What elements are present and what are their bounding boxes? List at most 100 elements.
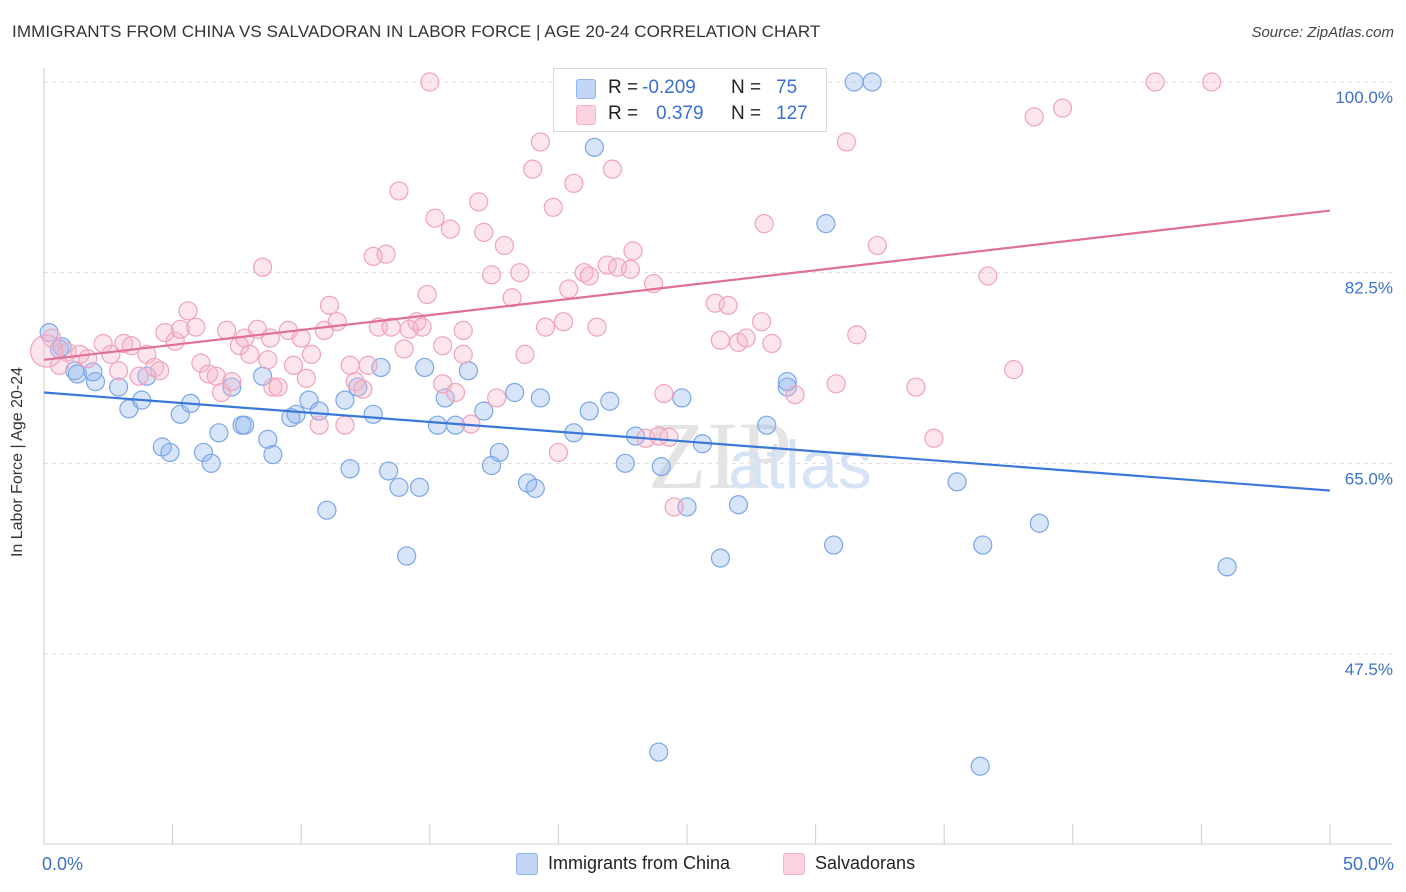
point-china — [579, 401, 599, 421]
point-china — [389, 477, 409, 497]
bottom-legend-swatch-china — [516, 853, 538, 875]
point-china — [505, 382, 525, 403]
point-salvadoran — [535, 317, 556, 337]
point-salvadoran — [358, 355, 378, 375]
point-salvadoran — [530, 132, 550, 152]
point-china — [415, 357, 435, 378]
point-china — [757, 415, 777, 435]
point-salvadoran — [335, 415, 355, 435]
point-china — [67, 364, 88, 384]
point-salvadoran — [29, 334, 64, 368]
point-china — [615, 453, 635, 473]
point-china — [1029, 513, 1049, 533]
point-china — [340, 459, 360, 479]
legend-r-label: R = — [608, 103, 639, 124]
legend-n-value: 75 — [776, 77, 798, 98]
point-china — [651, 457, 671, 477]
point-salvadoran — [1004, 360, 1024, 380]
series-china-points — [39, 72, 1237, 776]
point-salvadoran — [906, 377, 926, 397]
point-salvadoran — [144, 357, 165, 378]
point-china — [235, 415, 255, 435]
point-china — [108, 377, 129, 397]
point-china — [317, 500, 337, 520]
point-china — [222, 377, 242, 397]
bottom-legend-label-salvadoran: Salvadorans — [815, 853, 916, 873]
y-tick-label: 65.0% — [1345, 469, 1393, 488]
point-salvadoran — [129, 366, 149, 386]
point-salvadoran — [826, 374, 846, 394]
bottom-legend-label-china: Immigrants from China — [548, 853, 731, 873]
point-salvadoran — [754, 214, 774, 234]
legend-swatch-salvadoran — [576, 105, 596, 125]
point-salvadoran — [515, 344, 535, 364]
point-salvadoran — [417, 284, 437, 305]
legend-n-label: N = — [731, 77, 762, 98]
point-salvadoran — [389, 181, 409, 201]
point-china — [525, 478, 545, 498]
point-salvadoran — [412, 317, 432, 337]
point-salvadoran — [253, 257, 273, 277]
point-china — [672, 388, 692, 408]
point-salvadoran — [510, 263, 530, 283]
point-salvadoran — [469, 192, 489, 212]
point-china — [193, 442, 214, 463]
point-salvadoran — [1052, 98, 1073, 118]
point-china — [489, 442, 509, 463]
point-china — [263, 445, 283, 465]
point-china — [409, 477, 430, 497]
chart-title: IMMIGRANTS FROM CHINA VS SALVADORAN IN L… — [12, 22, 821, 41]
point-salvadoran — [867, 235, 887, 256]
tick-labels: 47.5% 65.0% 82.5% 100.0% 0.0% 50.0% — [42, 88, 1394, 874]
point-salvadoran — [602, 159, 623, 179]
point-china — [363, 404, 383, 424]
point-salvadoran — [420, 72, 440, 92]
point-china — [530, 388, 550, 408]
point-salvadoran — [564, 173, 584, 193]
point-china — [970, 756, 990, 776]
point-salvadoran — [240, 344, 260, 364]
point-china — [258, 429, 278, 449]
legend-swatch-china — [576, 79, 596, 99]
point-salvadoran — [101, 344, 121, 364]
legend-r-value: 0.379 — [656, 103, 704, 124]
point-china — [201, 453, 221, 473]
point-china — [584, 137, 605, 157]
point-china — [600, 391, 620, 411]
point-salvadoran — [710, 330, 731, 350]
point-salvadoran — [453, 320, 473, 341]
point-salvadoran — [664, 497, 684, 517]
point-salvadoran — [847, 325, 867, 345]
point-china — [379, 461, 399, 481]
point-china — [973, 535, 993, 555]
point-china — [160, 442, 180, 463]
point-salvadoran — [191, 353, 211, 373]
point-salvadoran — [502, 288, 522, 308]
point-salvadoran — [268, 377, 288, 397]
y-axis-label: In Labor Force | Age 20-24 — [9, 366, 26, 558]
point-salvadoran — [376, 244, 396, 264]
point-salvadoran — [836, 132, 857, 152]
point-salvadoran — [186, 317, 206, 337]
grid-lines — [44, 81, 1392, 655]
point-salvadoran — [654, 384, 674, 404]
trend-lines — [43, 209, 1331, 492]
point-salvadoran — [736, 328, 756, 348]
y-tick-label: 82.5% — [1345, 279, 1393, 298]
point-salvadoran — [301, 344, 322, 364]
point-salvadoran — [353, 379, 373, 399]
point-salvadoran — [199, 364, 219, 384]
point-salvadoran — [978, 266, 998, 286]
y-tick-label: 100.0% — [1335, 88, 1393, 107]
point-salvadoran — [445, 382, 466, 403]
x-tick-label: 0.0% — [42, 854, 83, 874]
point-salvadoran — [425, 208, 445, 228]
point-salvadoran — [548, 442, 569, 463]
point-salvadoran — [440, 219, 460, 239]
point-salvadoran — [222, 372, 242, 392]
point-china — [947, 472, 967, 492]
bottom-legend-swatch-salvadoran — [783, 853, 805, 875]
point-china — [862, 72, 882, 92]
point-salvadoran — [453, 344, 473, 364]
